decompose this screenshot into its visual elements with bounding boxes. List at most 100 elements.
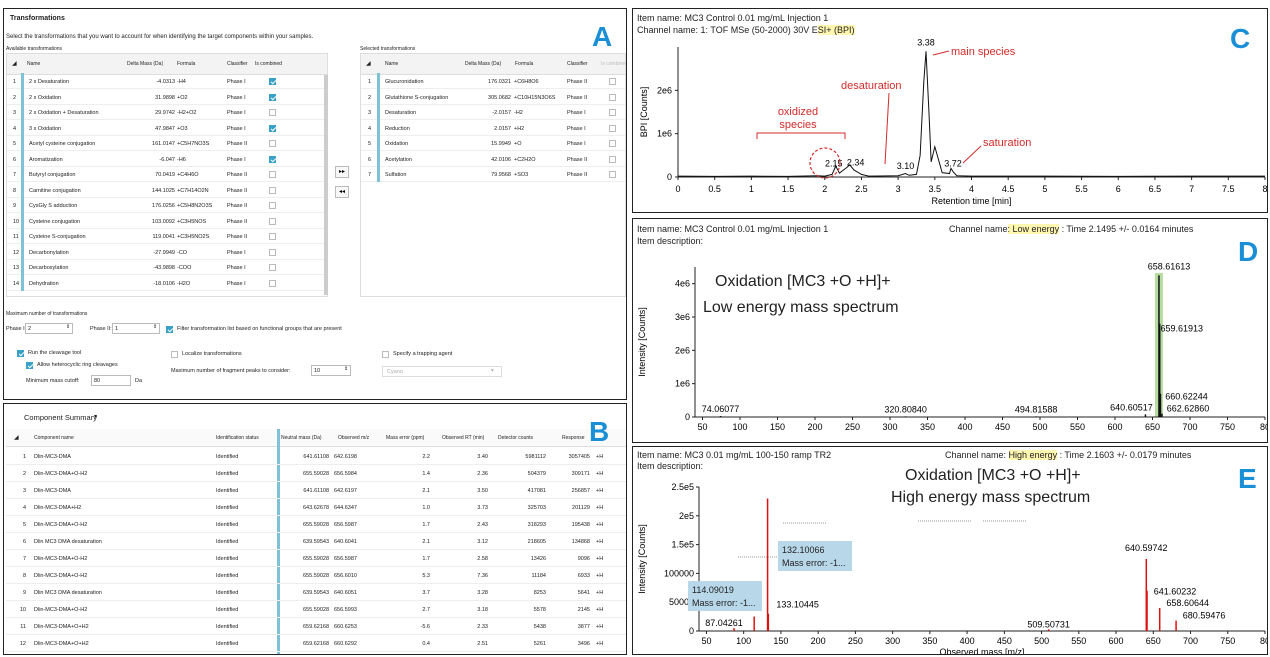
table-row[interactable]: 2 2 x Oxidation 31.9898 +O2 Phase I bbox=[7, 88, 325, 105]
column-header[interactable]: Delta Mass (Da) bbox=[465, 61, 502, 67]
table-row[interactable]: 6 Dlin MC3 DMA desaturation Identified 639.… bbox=[6, 534, 626, 550]
table-row[interactable]: 7 Dlin-MC3-DMA+O-H2 Identified 655.59028 656… bbox=[6, 551, 626, 567]
table-row[interactable]: 3 Dlin-MC3-DMA Identified 641.61108 642.6197… bbox=[6, 483, 626, 499]
table-row[interactable]: 1 2 x Desaturation -4.0313 -H4 Phase I bbox=[7, 73, 325, 89]
phase1-stepper[interactable]: 2 ⇕ bbox=[25, 323, 73, 334]
column-header[interactable]: Neutral mass (Da) bbox=[281, 435, 322, 441]
combined-checkbox[interactable] bbox=[269, 233, 276, 240]
combined-checkbox[interactable] bbox=[609, 109, 616, 116]
combined-checkbox[interactable] bbox=[269, 279, 276, 287]
column-header[interactable]: Response bbox=[562, 435, 585, 441]
row-number: 9 bbox=[13, 203, 17, 209]
localize-checkbox[interactable] bbox=[171, 351, 178, 358]
combined-checkbox[interactable] bbox=[269, 78, 276, 85]
table-row[interactable]: 2 Glutathione S-conjugation 305.0682 +C10H1… bbox=[361, 88, 625, 105]
combined-checkbox[interactable] bbox=[609, 171, 616, 178]
table-row[interactable]: 8 Dlin-MC3-DMA+O-H2 Identified 655.59028 656… bbox=[6, 568, 626, 584]
sort-icon[interactable]: ◢ bbox=[14, 435, 19, 441]
combined-checkbox[interactable] bbox=[609, 93, 616, 101]
table-row[interactable]: 5 Oxidation 15.9949 +O Phase I bbox=[361, 135, 625, 151]
stepper-arrows-icon[interactable]: ⇕ bbox=[153, 324, 158, 330]
combined-checkbox[interactable] bbox=[269, 264, 276, 271]
cell-component: Dlin-MC3-DMA+O-H2 bbox=[34, 556, 88, 562]
available-table[interactable]: ◢ Name Delta Mass (Da) Formula Classifier Is … bbox=[6, 53, 328, 297]
table-row[interactable]: 4 Reduction 2.0157 +H2 Phase I bbox=[361, 119, 625, 136]
hetero-checkbox[interactable] bbox=[26, 362, 33, 369]
combined-checkbox[interactable] bbox=[269, 155, 276, 163]
column-header[interactable]: Component name bbox=[34, 435, 74, 441]
combined-checkbox[interactable] bbox=[269, 140, 276, 147]
max-fragment-input[interactable]: 10 ⇕ bbox=[311, 365, 351, 376]
combined-checkbox[interactable] bbox=[269, 93, 276, 101]
table-row[interactable]: 4 Dlin-MC3-DMA+H2 Identified 643.62678 644.6… bbox=[6, 500, 626, 516]
scrollbar[interactable] bbox=[324, 75, 328, 295]
table-row[interactable]: 1 Dlin-MC3-DMA Identified 641.61108 642.6198… bbox=[6, 449, 626, 465]
column-header[interactable]: Formula bbox=[177, 61, 196, 67]
cleavage-checkbox[interactable] bbox=[17, 350, 24, 357]
column-header[interactable]: Is combined bbox=[255, 61, 282, 67]
combined-checkbox[interactable] bbox=[609, 155, 616, 163]
table-row[interactable]: 9 Dlin MC3 DMA desaturation Identified 639.… bbox=[6, 585, 626, 601]
combined-checkbox[interactable] bbox=[269, 248, 276, 256]
table-row[interactable]: 6 Aromatization -6.047 -H6 Phase I bbox=[7, 150, 325, 167]
table-row[interactable]: 5 Acetyl cysteine conjugation 161.0147 +C5H… bbox=[7, 135, 325, 151]
table-row[interactable]: 2 Dlin-MC3-DMA+O-H2 Identified 655.59028 656… bbox=[6, 466, 626, 482]
combined-checkbox[interactable] bbox=[269, 202, 276, 209]
phase2-stepper[interactable]: 1 ⇕ bbox=[112, 323, 160, 334]
combined-checkbox[interactable] bbox=[269, 124, 276, 132]
cell-formula: +C4H6O bbox=[177, 172, 199, 178]
remove-transform-button[interactable]: ◂◂ bbox=[335, 186, 349, 198]
table-row[interactable]: 10 Cysteine conjugation 103.0092 +C3H5NOS Ph… bbox=[7, 212, 325, 229]
trapping-select[interactable]: Cyano ▾ bbox=[382, 366, 502, 377]
table-row[interactable]: 13 Decarboxylation -43.9898 -COO Phase I bbox=[7, 259, 325, 275]
component-summary-title: Component Summary bbox=[24, 413, 97, 422]
table-row[interactable]: 6 Acetylation 42.0106 +C2H2O Phase II bbox=[361, 150, 625, 167]
combined-checkbox[interactable] bbox=[609, 140, 616, 147]
table-row[interactable]: 1 Glucuronidation 176.0321 +C6H8O6 Phase II bbox=[361, 73, 625, 89]
sort-icon[interactable]: ◢ bbox=[366, 61, 371, 67]
combined-checkbox[interactable] bbox=[609, 78, 616, 85]
table-row[interactable]: 7 Butyryl conjugation 70.0419 +C4H6O Phase I… bbox=[7, 166, 325, 182]
stepper-arrows-icon[interactable]: ⇕ bbox=[66, 324, 71, 330]
column-header[interactable]: Name bbox=[385, 61, 399, 67]
table-row[interactable]: 8 Carnitine conjugation 144.1025 +C7H14O2N P… bbox=[7, 181, 325, 198]
trapping-checkbox[interactable] bbox=[382, 351, 389, 358]
table-row[interactable]: 11 Dlin-MC3-DMA+O+H2 Identified 659.62168 66… bbox=[6, 619, 626, 635]
table-row[interactable]: 4 3 x Oxidation 47.9847 +O3 Phase I bbox=[7, 119, 325, 136]
combined-checkbox[interactable] bbox=[269, 171, 276, 178]
column-header[interactable]: Detector counts bbox=[498, 435, 534, 441]
column-header[interactable]: Is combined bbox=[601, 61, 627, 67]
table-row[interactable]: 11 Cysteine S-conjugation 119.0041 +C3H5NO2… bbox=[7, 228, 325, 244]
component-table[interactable]: ◢ Component name Identification status Neut… bbox=[6, 429, 626, 654]
column-header[interactable]: Observed m/z bbox=[338, 435, 370, 441]
table-row[interactable]: 10 Dlin-MC3-DMA+O-H2 Identified 655.59028 65… bbox=[6, 602, 626, 618]
combined-checkbox[interactable] bbox=[609, 124, 616, 132]
table-row[interactable]: 7 Sulfation 79.9568 +SO3 Phase II bbox=[361, 166, 625, 182]
add-transform-button[interactable]: ▸▸ bbox=[335, 166, 349, 178]
table-row[interactable]: 3 Desaturation -2.0157 -H2 Phase I bbox=[361, 104, 625, 120]
table-row[interactable]: 9 CysGly S adduction 176.0256 +C5H8N2O3S Pha… bbox=[7, 197, 325, 213]
combined-checkbox[interactable] bbox=[269, 217, 276, 225]
table-row[interactable]: 12 Decarbonylation -27.9949 -CO Phase I bbox=[7, 243, 325, 260]
min-mass-input[interactable]: 80 bbox=[91, 375, 131, 386]
chevron-down-icon[interactable]: ▾ bbox=[94, 414, 98, 420]
column-header[interactable]: Delta Mass (Da) bbox=[127, 61, 164, 67]
table-row[interactable]: 3 2 x Oxidation + Desaturation 29.9742 -H2+… bbox=[7, 104, 325, 120]
column-header[interactable]: Name bbox=[27, 61, 41, 67]
column-header[interactable]: Mass error (ppm) bbox=[386, 435, 425, 441]
table-row[interactable]: 14 Dehydration -18.0106 -H2O Phase I bbox=[7, 274, 325, 291]
combined-checkbox[interactable] bbox=[269, 186, 276, 194]
table-row[interactable]: 12 Dlin-MC3-DMA+O+H2 Identified 659.62168 66… bbox=[6, 636, 626, 652]
column-header[interactable]: Classifier bbox=[227, 61, 248, 67]
column-header[interactable]: Formula bbox=[515, 61, 534, 67]
cell-response: 134868 bbox=[571, 539, 590, 545]
stepper-arrows-icon[interactable]: ⇕ bbox=[344, 366, 349, 372]
column-header[interactable]: Classifier bbox=[567, 61, 588, 67]
column-header[interactable]: Identification status bbox=[216, 435, 259, 441]
table-row[interactable]: 5 Dlin-MC3-DMA+O-H2 Identified 655.59028 656… bbox=[6, 517, 626, 533]
sort-icon[interactable]: ◢ bbox=[12, 61, 17, 67]
selected-table[interactable]: ◢ Name Delta Mass (Da) Formula Classifier Is … bbox=[360, 53, 626, 297]
filter-checkbox[interactable] bbox=[166, 326, 173, 333]
combined-checkbox[interactable] bbox=[269, 109, 276, 116]
column-header[interactable]: Observed RT (min) bbox=[442, 435, 485, 441]
